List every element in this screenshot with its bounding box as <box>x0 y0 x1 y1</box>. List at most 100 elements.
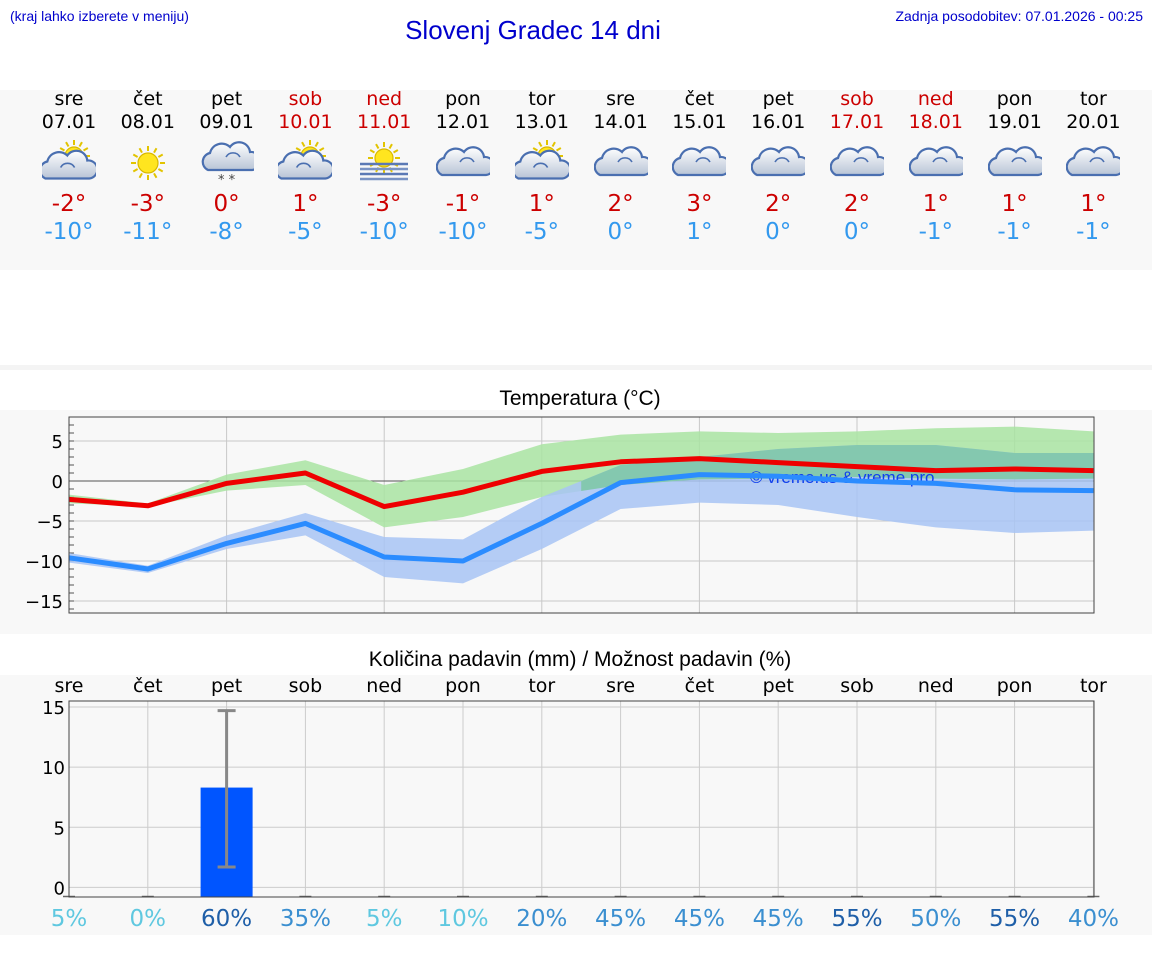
day-date: 17.01 <box>829 111 885 133</box>
max-temp: 2° <box>765 191 792 217</box>
day-name: tor <box>1079 88 1107 110</box>
min-temp: -11° <box>123 219 173 245</box>
precip-probability: 60% <box>201 906 252 932</box>
y-tick-label: −5 <box>36 512 63 533</box>
max-temp: 2° <box>607 191 634 217</box>
day-name: sre <box>606 88 636 110</box>
cloud-icon <box>830 146 884 177</box>
day-date: 13.01 <box>514 111 569 133</box>
max-temp: -1° <box>445 191 481 217</box>
max-temp: 1° <box>922 191 949 217</box>
max-temp: -3° <box>366 191 402 217</box>
day-column: pon 12.01 -1° -10° <box>418 88 508 246</box>
precip-day-label: čet <box>133 675 163 697</box>
day-date: 16.01 <box>750 111 806 133</box>
precip-day-label: sre <box>55 675 84 697</box>
cloud-icon <box>436 146 490 177</box>
day-name: sob <box>840 88 874 110</box>
cloud-icon <box>751 146 806 177</box>
max-temp: 2° <box>843 191 871 217</box>
page-title: Slovenj Gradec 14 dni <box>405 15 661 45</box>
forecast-days-band <box>0 90 1152 270</box>
cloud-icon <box>1066 146 1121 177</box>
precip-probability: 10% <box>437 906 488 932</box>
day-name: sre <box>54 88 84 110</box>
day-date: 08.01 <box>120 111 175 133</box>
partly-sunny-icon <box>42 140 96 180</box>
precip-probability: 45% <box>595 906 646 932</box>
min-temp: -5° <box>288 219 323 245</box>
separator <box>0 365 1152 370</box>
partly-sunny-icon <box>514 140 569 180</box>
precip-probability: 5% <box>51 906 88 932</box>
day-date: 10.01 <box>278 111 333 133</box>
min-temp: -10° <box>44 219 94 245</box>
day-column: sob 17.01 2° 0° <box>812 88 902 246</box>
min-temp: -1° <box>997 219 1032 245</box>
precip-day-label: sob <box>289 675 323 697</box>
y-tick-label: 15 <box>42 698 65 719</box>
day-name: tor <box>528 88 556 110</box>
min-temp: -10° <box>438 219 488 245</box>
precip-day-label: pon <box>997 675 1033 697</box>
day-column: čet 15.01 3° 1° <box>654 88 744 246</box>
precip-probability: 40% <box>1068 906 1119 932</box>
y-tick-label: 0 <box>54 878 65 899</box>
partly-sunny-icon <box>278 140 333 180</box>
day-name: pet <box>762 88 794 110</box>
day-name: čet <box>133 88 163 110</box>
min-temp: 1° <box>686 219 713 245</box>
max-temp: 1° <box>292 191 319 217</box>
precip-probability: 45% <box>674 906 725 932</box>
precip-day-label: tor <box>1080 675 1107 697</box>
precip-probability: 50% <box>910 906 961 932</box>
day-column: ned 18.01 1° -1° <box>891 88 981 246</box>
min-temp: -1° <box>1076 219 1111 245</box>
day-column: tor 13.01 1° -5° <box>497 88 587 246</box>
day-date: 07.01 <box>41 111 97 133</box>
sun-icon <box>130 146 165 180</box>
day-date: 18.01 <box>908 111 963 133</box>
min-temp: -5° <box>524 219 560 245</box>
min-temp: -10° <box>359 219 409 245</box>
location-menu-hint[interactable]: (kraj lahko izberete v meniju) <box>10 8 189 24</box>
max-temp: 1° <box>1001 191 1028 217</box>
day-column: pet 16.01 2° 0° <box>733 88 823 246</box>
day-column: sob 10.01 1° -5° <box>260 88 350 246</box>
precipitation-chart-title: Količina padavin (mm) / Možnost padavin … <box>368 648 792 671</box>
day-column: ned 11.01 -3° -10° <box>339 88 429 246</box>
precip-day-label: sre <box>606 675 635 697</box>
day-column: sre 07.01 -2° -10° <box>24 88 114 246</box>
day-name: pet <box>210 88 243 110</box>
cloud-snow-icon: * * <box>201 141 254 188</box>
precip-day-label: ned <box>918 675 954 697</box>
cloud-icon <box>987 146 1042 177</box>
y-tick-label: −15 <box>25 592 63 613</box>
day-name: pon <box>445 88 481 110</box>
last-updated: Zadnja posodobitev: 07.01.2026 - 00:25 <box>895 8 1143 24</box>
min-temp: -1° <box>918 219 954 245</box>
min-temp: 0° <box>607 219 634 245</box>
day-name: pon <box>996 88 1033 110</box>
plot-frame <box>68 416 1095 614</box>
y-tick-label: −10 <box>25 552 63 573</box>
day-date: 11.01 <box>356 111 412 133</box>
precip-probability: 0% <box>130 906 167 932</box>
day-date: 14.01 <box>593 111 648 133</box>
day-name: ned <box>366 88 403 110</box>
day-date: 19.01 <box>987 111 1042 133</box>
cloud-icon <box>908 146 963 177</box>
day-column: tor 20.01 1° -1° <box>1048 88 1138 246</box>
y-tick-label: 0 <box>52 472 63 493</box>
precip-probability: 35% <box>280 906 331 932</box>
day-column: sre 14.01 2° 0° <box>576 88 666 246</box>
min-temp-line <box>68 472 1094 572</box>
precip-probability: 5% <box>366 906 403 932</box>
day-column: pon 19.01 1° -1° <box>970 88 1060 246</box>
plot-frame <box>68 700 1095 898</box>
min-temp: 0° <box>765 219 792 245</box>
max-temp: 1° <box>528 191 555 217</box>
day-name: sob <box>288 88 323 110</box>
temperature-chart-title: Temperatura (°C) <box>499 387 661 410</box>
